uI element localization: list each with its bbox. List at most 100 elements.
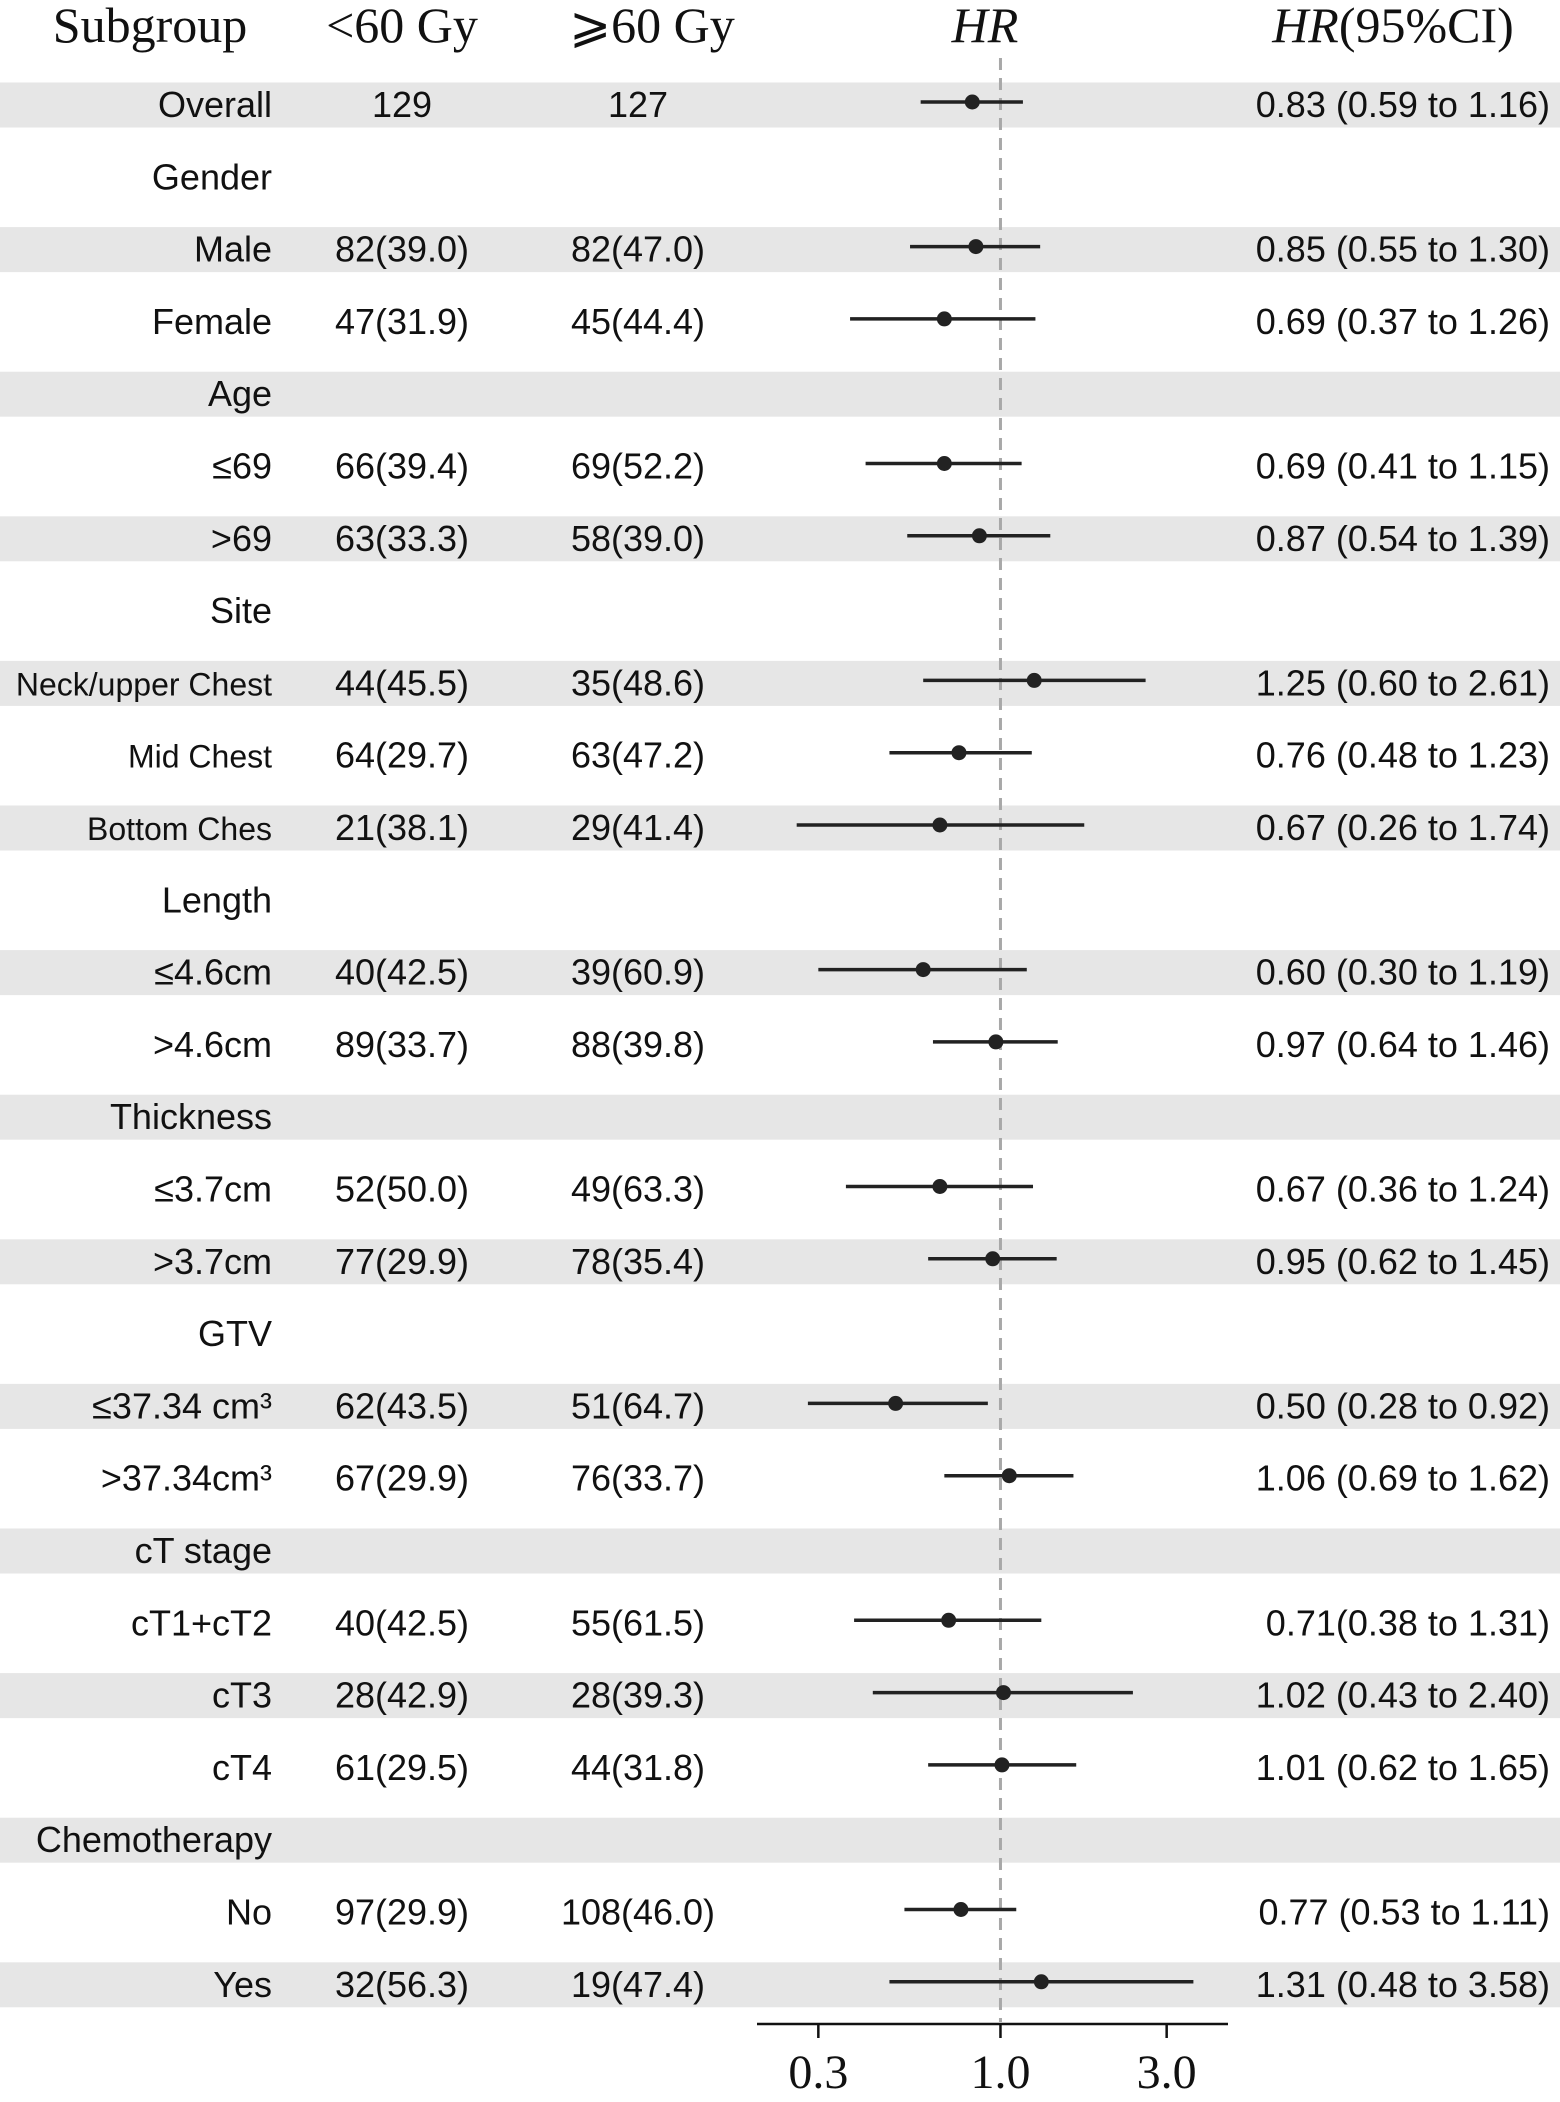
- hr-ci-value: 0.67 (0.26 to 1.74): [1256, 807, 1550, 848]
- hr-ci-value: 0.67 (0.36 to 1.24): [1256, 1169, 1550, 1210]
- ci-marks: [796, 94, 1194, 1990]
- hr-point: [971, 528, 987, 544]
- subgroup-header: cT stage: [135, 1530, 272, 1571]
- group-b-value: 108(46.0): [561, 1892, 715, 1933]
- row-band: [0, 1673, 1560, 1719]
- hr-ci-value: 1.06 (0.69 to 1.62): [1256, 1458, 1550, 1499]
- table-rows: Overall 129 127 0.83 (0.59 to 1.16) Gender Ma…: [16, 84, 1550, 2005]
- hr-point: [932, 1179, 948, 1194]
- group-a-value: 97(29.9): [335, 1892, 469, 1933]
- subgroup-label: ≤37.34 cm³: [92, 1385, 272, 1426]
- hr-point: [988, 1034, 1004, 1050]
- hr-point: [994, 1757, 1010, 1773]
- subgroup-label: Overall: [158, 84, 272, 125]
- subgroup-label: Neck/upper Chest: [16, 666, 272, 702]
- group-b-value: 49(63.3): [571, 1169, 705, 1210]
- row-band: [0, 1094, 1560, 1140]
- group-b-value: 76(33.7): [571, 1458, 705, 1499]
- row-band: [0, 1528, 1560, 1574]
- row-band: [0, 1239, 1560, 1285]
- subgroup-label: cT1+cT2: [131, 1602, 272, 1643]
- hr-point: [915, 962, 931, 978]
- hr-point: [936, 311, 952, 327]
- group-b-value: 82(47.0): [571, 229, 705, 270]
- subgroup-label: Male: [194, 229, 272, 270]
- hr-point: [936, 456, 952, 471]
- hr-ci-value: 0.85 (0.55 to 1.30): [1256, 229, 1550, 270]
- subgroup-label: cT4: [212, 1747, 272, 1788]
- header-group-b: ⩾60 Gy: [569, 0, 735, 53]
- hr-ci-value: 1.01 (0.62 to 1.65): [1256, 1747, 1550, 1788]
- hr-point: [888, 1395, 904, 1411]
- subgroup-label: >37.34cm³: [101, 1458, 272, 1499]
- x-axis: 0.3 1.0 3.0: [757, 2022, 1228, 2099]
- hr-ci-value: 0.76 (0.48 to 1.23): [1256, 735, 1550, 776]
- subgroup-header: Site: [210, 590, 272, 631]
- group-a-value: 32(56.3): [335, 1964, 469, 2005]
- hr-ci-value: 0.77 (0.53 to 1.11): [1258, 1892, 1550, 1933]
- group-a-value: 129: [372, 84, 432, 125]
- row-band: [0, 227, 1560, 273]
- hr-ci-value: 0.95 (0.62 to 1.45): [1256, 1241, 1550, 1282]
- hr-point: [995, 1685, 1011, 1701]
- group-a-value: 77(29.9): [335, 1241, 469, 1282]
- subgroup-label: Female: [152, 301, 272, 342]
- hr-ci-value: 0.69 (0.41 to 1.15): [1256, 446, 1550, 487]
- subgroup-header: Gender: [152, 156, 272, 197]
- group-a-value: 28(42.9): [335, 1675, 469, 1716]
- row-band: [0, 1817, 1560, 1863]
- hr-point: [985, 1251, 1001, 1267]
- group-a-value: 63(33.3): [335, 518, 469, 559]
- header-estimate: HR(95%CI): [1271, 0, 1514, 53]
- group-b-value: 44(31.8): [571, 1747, 705, 1788]
- column-headers: Subgroup <60 Gy ⩾60 Gy HR HR(95%CI): [53, 0, 1514, 53]
- group-a-value: 64(29.7): [335, 735, 469, 776]
- hr-ci-value: 0.60 (0.30 to 1.19): [1256, 952, 1550, 993]
- group-a-value: 82(39.0): [335, 229, 469, 270]
- subgroup-label: ≤69: [212, 446, 272, 487]
- hr-ci-value: 0.83 (0.59 to 1.16): [1256, 84, 1550, 125]
- hr-point: [968, 239, 984, 255]
- row-band: [0, 660, 1560, 706]
- group-b-value: 39(60.9): [571, 952, 705, 993]
- hr-ci-value: 0.71(0.38 to 1.31): [1266, 1602, 1550, 1643]
- group-b-value: 45(44.4): [571, 301, 705, 342]
- group-a-value: 52(50.0): [335, 1169, 469, 1210]
- header-subgroup: Subgroup: [53, 0, 247, 53]
- group-a-value: 40(42.5): [335, 952, 469, 993]
- hr-ci-value: 0.50 (0.28 to 0.92): [1256, 1385, 1550, 1426]
- row-bands: [0, 82, 1560, 2008]
- row-band: [0, 1962, 1560, 2008]
- subgroup-label: Bottom Ches: [87, 811, 272, 847]
- group-a-value: 47(31.9): [335, 301, 469, 342]
- x-tick-label: 0.3: [788, 2046, 848, 2099]
- hr-point: [1026, 672, 1042, 688]
- group-b-value: 51(64.7): [571, 1385, 705, 1426]
- subgroup-header: Length: [162, 879, 272, 920]
- subgroup-label: >4.6cm: [153, 1024, 272, 1065]
- group-a-value: 44(45.5): [335, 662, 469, 703]
- group-b-value: 28(39.3): [571, 1675, 705, 1716]
- hr-ci-value: 1.31 (0.48 to 3.58): [1256, 1964, 1550, 2005]
- x-tick-label: 1.0: [970, 2046, 1030, 2099]
- hr-point: [1001, 1468, 1017, 1484]
- group-b-value: 55(61.5): [571, 1602, 705, 1643]
- hr-ci-value: 0.97 (0.64 to 1.46): [1256, 1024, 1550, 1065]
- hr-point: [953, 1902, 969, 1917]
- row-band: [0, 371, 1560, 417]
- hr-ci-value: 1.25 (0.60 to 2.61): [1256, 662, 1550, 703]
- subgroup-label: ≤3.7cm: [154, 1169, 272, 1210]
- group-b-value: 35(48.6): [571, 662, 705, 703]
- hr-ci-value: 0.69 (0.37 to 1.26): [1256, 301, 1550, 342]
- row-band: [0, 950, 1560, 996]
- group-b-value: 88(39.8): [571, 1024, 705, 1065]
- subgroup-header: Age: [208, 373, 272, 414]
- row-band: [0, 1383, 1560, 1429]
- group-b-value: 63(47.2): [571, 735, 705, 776]
- subgroup-label: cT3: [212, 1675, 272, 1716]
- group-a-value: 21(38.1): [335, 807, 469, 848]
- hr-point: [951, 745, 967, 761]
- hr-point: [1033, 1974, 1049, 1990]
- x-tick-label: 3.0: [1137, 2046, 1197, 2099]
